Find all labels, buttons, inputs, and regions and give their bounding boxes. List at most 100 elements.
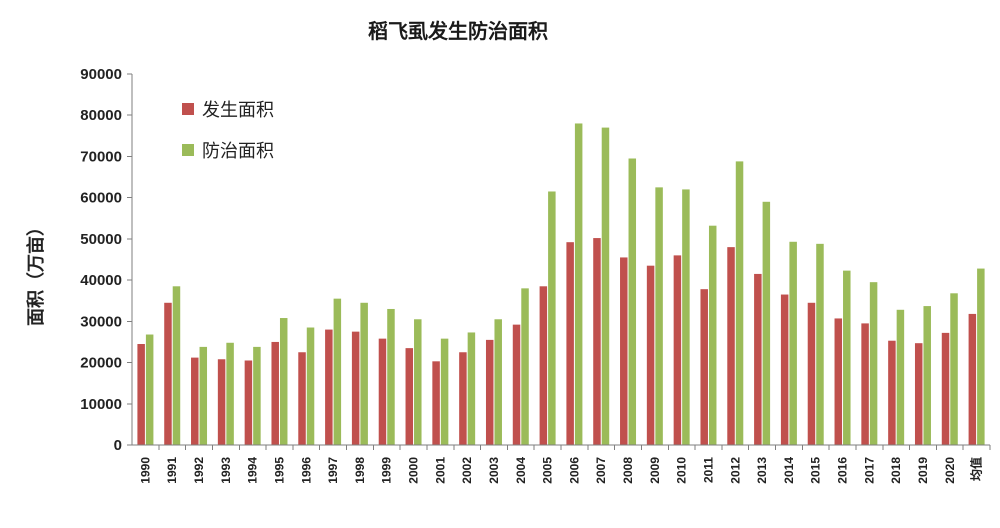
x-tick-label: 2008 <box>621 457 635 484</box>
bar-control <box>574 123 583 445</box>
bar-control <box>279 318 288 445</box>
legend: 发生面积 防治面积 <box>182 100 274 162</box>
x-tick-label: 2004 <box>514 457 528 484</box>
x-tick-label: 2005 <box>541 457 555 484</box>
bar-occurrence <box>834 318 843 445</box>
y-tick-label: 40000 <box>80 272 122 289</box>
x-tick-label: 2020 <box>943 457 957 484</box>
bar-control <box>360 302 368 445</box>
bar-control <box>735 161 744 445</box>
bar-control <box>708 225 717 445</box>
bar-occurrence <box>754 273 762 445</box>
bar-control <box>896 309 905 445</box>
bar-control <box>199 346 208 445</box>
bar-occurrence <box>566 242 574 445</box>
y-tick-label: 30000 <box>80 313 122 330</box>
bar-occurrence <box>646 265 655 445</box>
x-tick-label: 2007 <box>594 457 608 484</box>
y-tick-label: 0 <box>114 437 122 454</box>
y-tick-label: 20000 <box>80 355 122 372</box>
bar-occurrence <box>137 344 145 445</box>
y-tick-label: 80000 <box>80 107 122 124</box>
bar-control <box>628 158 637 445</box>
x-tick-label: 1996 <box>299 457 313 484</box>
bar-occurrence <box>673 255 682 445</box>
bar-occurrence <box>512 324 521 445</box>
bar-occurrence <box>593 238 601 445</box>
bar-occurrence <box>968 313 977 445</box>
bar-occurrence <box>727 247 735 445</box>
bar-control <box>601 127 610 445</box>
bar-occurrence <box>620 257 628 445</box>
bar-occurrence <box>807 302 816 445</box>
bar-control <box>521 288 529 445</box>
bar-control <box>816 243 824 445</box>
bar-occurrence <box>485 339 494 445</box>
x-tick-label: 2013 <box>755 457 769 484</box>
x-axis-ticks: 1990 1991 1992 1993 1994 1995 1996 1997 1998 1999… <box>138 445 991 484</box>
bar-control <box>923 306 931 445</box>
y-tick-label: 50000 <box>80 231 122 248</box>
bar-control <box>306 327 315 445</box>
legend-swatch-occurrence <box>182 103 194 115</box>
x-tick-label: 1995 <box>272 457 286 484</box>
bar-occurrence <box>351 331 360 445</box>
x-tick-label: 2006 <box>567 457 581 484</box>
x-tick-label: 2002 <box>460 457 474 484</box>
bar-occurrence <box>244 360 253 445</box>
chart-title: 稻飞虱发生防治面积 <box>368 19 548 43</box>
bar-occurrence <box>325 329 333 445</box>
y-tick-label: 10000 <box>80 396 122 413</box>
legend-label-occurrence: 发生面积 <box>202 100 274 121</box>
bar-occurrence <box>191 357 199 445</box>
bar-occurrence <box>780 294 789 445</box>
x-tick-label: 2018 <box>889 457 903 484</box>
x-tick-label: 1999 <box>380 457 394 484</box>
bar-control <box>977 268 985 445</box>
y-axis-ticks: 0 10000 20000 30000 40000 50000 60000 70000 8000… <box>80 66 132 454</box>
x-tick-label: 1994 <box>246 457 260 484</box>
y-tick-label: 70000 <box>80 148 122 165</box>
bar-occurrence <box>941 332 950 445</box>
bar-occurrence <box>298 352 306 445</box>
bar-occurrence <box>432 361 440 445</box>
x-tick-label: 1991 <box>165 457 179 484</box>
bar-control <box>950 293 958 445</box>
legend-label-control: 防治面积 <box>202 141 274 162</box>
bars <box>137 123 985 445</box>
bar-control <box>843 270 851 445</box>
bar-occurrence <box>217 359 226 445</box>
bar-control <box>226 342 234 445</box>
x-tick-label: 2011 <box>701 457 715 483</box>
x-tick-label: 1997 <box>326 457 340 484</box>
x-tick-label: 2001 <box>433 457 447 484</box>
bar-control <box>387 308 395 445</box>
bar-control <box>762 201 771 445</box>
bar-occurrence <box>459 352 467 445</box>
bar-occurrence <box>539 286 548 445</box>
x-tick-label: 2017 <box>862 457 876 484</box>
bar-occurrence <box>378 338 387 445</box>
x-tick-label: 2014 <box>782 457 796 484</box>
x-tick-label: 2000 <box>407 457 421 484</box>
bar-occurrence <box>271 341 279 445</box>
bar-control <box>467 332 476 445</box>
x-tick-label: 2010 <box>675 457 689 484</box>
x-tick-label: 2019 <box>916 457 930 484</box>
bar-control <box>414 319 422 445</box>
y-tick-label: 90000 <box>80 66 122 83</box>
bar-control <box>548 191 556 445</box>
bar-control <box>655 187 663 445</box>
bar-control <box>494 319 502 445</box>
bar-occurrence <box>888 340 896 445</box>
x-tick-label: 2016 <box>836 457 850 484</box>
bar-control <box>789 241 797 445</box>
bar-control <box>333 298 342 445</box>
x-tick-label: 2009 <box>648 457 662 484</box>
bar-control <box>682 189 690 445</box>
bar-control <box>172 286 181 445</box>
legend-swatch-control <box>182 144 194 156</box>
x-tick-label: 1998 <box>353 457 367 484</box>
bar-occurrence <box>861 323 869 445</box>
